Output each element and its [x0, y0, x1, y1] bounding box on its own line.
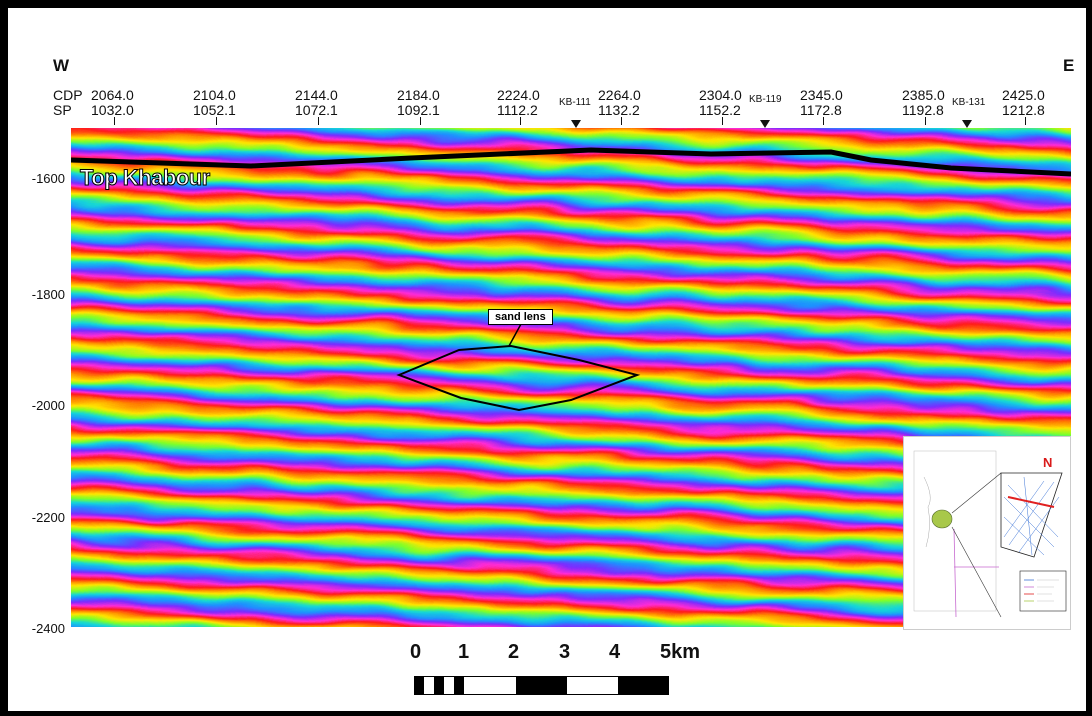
sp-value: 1212.8	[1002, 102, 1045, 118]
sp-value: 1052.1	[193, 102, 236, 118]
east-label: E	[1063, 56, 1075, 75]
cdp-value: 2425.0	[1002, 87, 1045, 103]
cdp-tick	[621, 117, 622, 125]
sp-value: 1092.1	[397, 102, 440, 118]
scale-label: 5km	[660, 641, 701, 663]
well-label: KB-119	[749, 94, 782, 105]
cdp-value: 2184.0	[397, 87, 440, 103]
sp-value: 1112.2	[497, 102, 538, 118]
west-label: W	[53, 56, 70, 75]
sp-row-label: SP	[53, 102, 72, 118]
scale-label: 3	[559, 641, 571, 663]
cdp-value: 2304.0	[699, 87, 742, 103]
cdp-tick	[216, 117, 217, 125]
well-marker-icon	[962, 120, 972, 128]
depth-tick-label: -2000	[31, 398, 65, 413]
cdp-tick	[1025, 117, 1026, 125]
well-label: KB-131	[952, 97, 986, 108]
cdp-value: 2345.0	[800, 87, 843, 103]
cdp-value: 2385.0	[902, 87, 945, 103]
field-outline	[931, 509, 953, 529]
well-marker-icon	[760, 120, 770, 128]
sp-value: 1132.2	[598, 102, 640, 118]
sand-lens-pointer	[508, 323, 522, 347]
sand-lens-outline	[396, 344, 641, 412]
well-label: KB-111	[559, 97, 591, 108]
top-khabour-horizon	[71, 147, 1071, 177]
well-marker-icon	[571, 120, 581, 128]
cdp-tick	[520, 117, 521, 125]
sp-value: 1152.2	[699, 102, 741, 118]
cdp-tick	[318, 117, 319, 125]
scale-label: 4	[609, 641, 621, 663]
depth-tick-label: -2200	[31, 510, 65, 525]
sp-value: 1072.1	[295, 102, 338, 118]
cdp-row-label: CDP	[53, 87, 83, 103]
zoom-box	[1000, 472, 1063, 558]
scale-label: 2	[508, 641, 520, 663]
sp-value: 1192.8	[902, 102, 944, 118]
section-line	[1007, 496, 1055, 508]
inset-legend	[1019, 570, 1067, 612]
scale-bar-graphic	[414, 676, 669, 695]
top-khabour-label: Top Khabour	[80, 165, 211, 191]
inset-location-map: N	[903, 436, 1071, 630]
cdp-tick	[823, 117, 824, 125]
inset-map-graphic	[913, 450, 1067, 618]
sp-value: 1172.8	[800, 102, 842, 118]
cdp-value: 2104.0	[193, 87, 236, 103]
depth-tick-label: -1800	[31, 287, 65, 302]
cdp-value: 2144.0	[295, 87, 338, 103]
sp-value: 1032.0	[91, 102, 134, 118]
cdp-tick	[420, 117, 421, 125]
cdp-tick	[114, 117, 115, 125]
cdp-value: 2264.0	[598, 87, 641, 103]
cdp-tick	[722, 117, 723, 125]
scale-label: 0	[410, 641, 422, 663]
cdp-value: 2064.0	[91, 87, 134, 103]
cdp-tick	[925, 117, 926, 125]
sand-lens-label: sand lens	[488, 309, 553, 325]
depth-tick-label: -2400	[31, 621, 65, 636]
cdp-value: 2224.0	[497, 87, 540, 103]
north-arrow-icon: N	[1043, 455, 1053, 470]
depth-tick-label: -1600	[31, 171, 65, 186]
scale-label: 1	[458, 641, 470, 663]
